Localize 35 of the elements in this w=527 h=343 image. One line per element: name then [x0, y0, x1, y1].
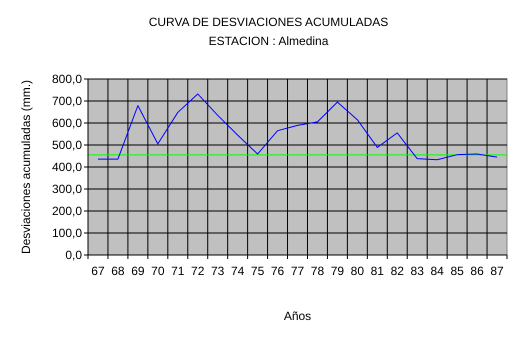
x-axis-title: Años	[284, 309, 312, 323]
x-tick-label: 71	[171, 264, 185, 278]
y-tick-label: 600,0	[52, 116, 82, 130]
y-tick-label: 100,0	[52, 226, 82, 240]
x-tick-label: 84	[430, 264, 444, 278]
x-tick-label: 67	[91, 264, 105, 278]
x-tick-label: 80	[350, 264, 364, 278]
y-axis-title: Desviaciones acumuladas (mm.)	[19, 80, 33, 254]
x-tick-label: 85	[450, 264, 464, 278]
x-tick-label: 77	[290, 264, 304, 278]
x-tick-label: 78	[310, 264, 324, 278]
y-tick-label: 500,0	[52, 138, 82, 152]
x-tick-label: 76	[270, 264, 285, 278]
line-series	[97, 93, 498, 160]
x-tick-label: 72	[191, 264, 205, 278]
x-tick-label: 68	[111, 264, 125, 278]
y-tick-label: 200,0	[52, 204, 82, 218]
x-tick-label: 82	[390, 264, 404, 278]
x-tick-label: 74	[230, 264, 245, 278]
x-tick-label: 69	[131, 264, 145, 278]
y-tick-label: 700,0	[52, 94, 82, 108]
x-tick-label: 81	[370, 264, 384, 278]
x-tick-label: 87	[490, 264, 504, 278]
x-tick-label: 75	[250, 264, 265, 278]
chart-subtitle: ESTACION : Almedina	[208, 34, 329, 48]
x-tick-label: 79	[330, 264, 344, 278]
y-tick-label: 800,0	[52, 72, 82, 86]
x-tick-label: 73	[211, 264, 225, 278]
x-tick-label: 83	[410, 264, 424, 278]
x-tick-label: 86	[470, 264, 484, 278]
chart-title: CURVA DE DESVIACIONES ACUMULADAS	[148, 15, 388, 29]
y-tick-label: 400,0	[52, 160, 82, 174]
y-tick-label: 300,0	[52, 182, 82, 196]
x-tick-label: 70	[151, 264, 165, 278]
y-tick-label: 0,0	[65, 248, 82, 262]
